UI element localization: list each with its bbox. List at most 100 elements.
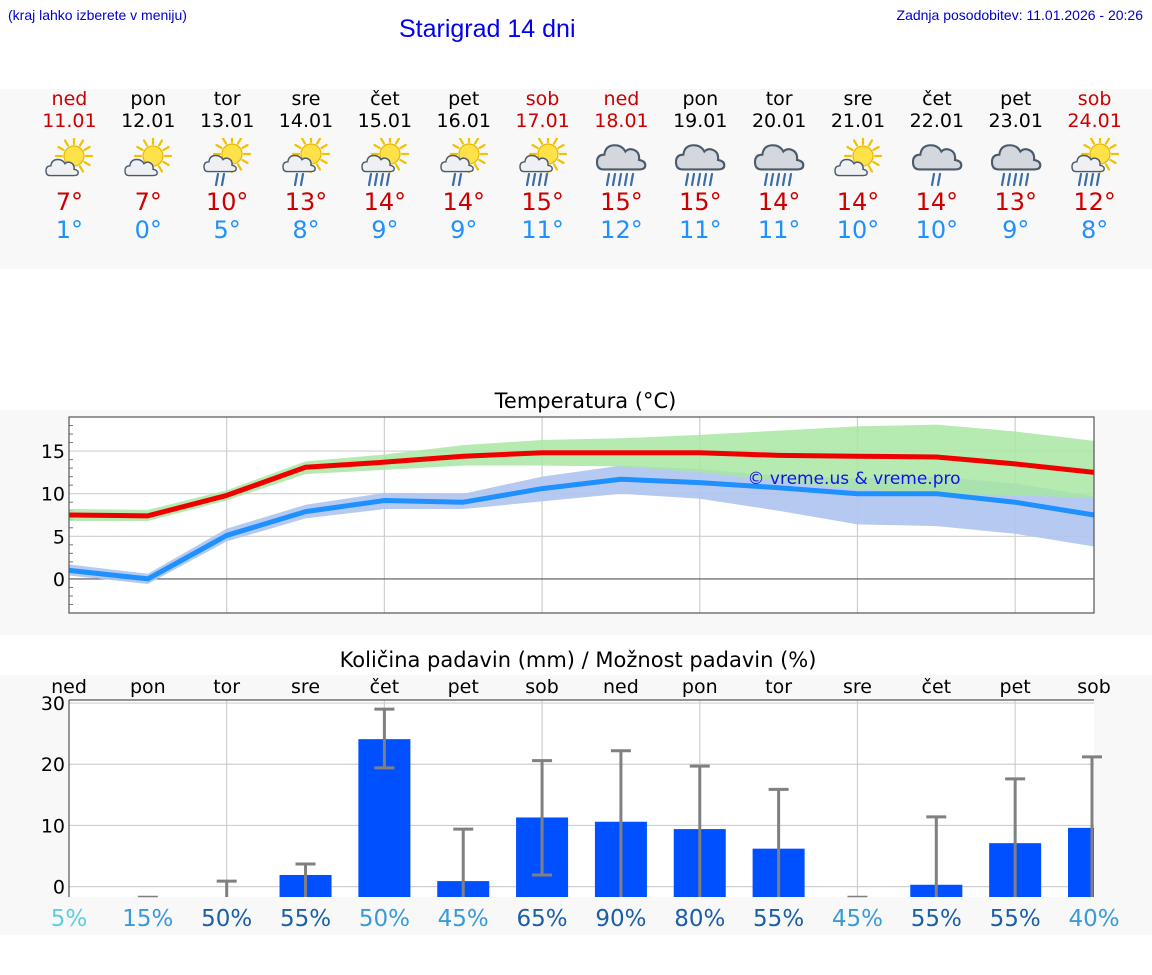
- day-column: ned 11.01 7° 1°: [30, 88, 109, 258]
- max-temperature-line: [68, 450, 1095, 519]
- day-column: sob 24.01 12° 8°: [1055, 88, 1134, 258]
- cloud-heavy-rain-icon: [675, 144, 726, 186]
- min-temperature: 12°: [600, 216, 643, 244]
- min-temperature: 10°: [836, 216, 880, 244]
- cloud-heavy-rain-icon: [990, 144, 1042, 186]
- last-updated: Zadnja posodobitev: 11.01.2026 - 20:26: [896, 7, 1143, 23]
- x-category-label: pon: [682, 676, 718, 698]
- x-category-label: pon: [130, 676, 166, 698]
- min-temperature-band: [69, 465, 1094, 585]
- cloud-icon: [45, 158, 80, 177]
- x-category-label: pet: [1000, 676, 1031, 698]
- cloud-icon: [990, 144, 1042, 171]
- temperature-chart: Temperatura (°C) 0 5 10 15 © vreme.us & vreme…: [41, 389, 1095, 614]
- max-temperature: 14°: [836, 188, 880, 216]
- x-category-label: tor: [213, 676, 240, 698]
- y-tick-label: 5: [53, 526, 65, 548]
- cloud-heavy-rain-icon: [596, 144, 647, 186]
- day-column: čet 15.01 14° 9°: [345, 88, 424, 258]
- day-name: tor: [213, 88, 241, 110]
- copyright-watermark: © vreme.us & vreme.pro: [747, 469, 960, 489]
- temperature-chart-title: Temperatura (°C): [494, 389, 677, 413]
- day-name: pon: [130, 88, 167, 110]
- sun-rain-icon: [203, 138, 252, 186]
- cloud-icon: [518, 154, 553, 173]
- cloud-icon: [440, 154, 474, 173]
- x-category-label: ned: [603, 676, 639, 698]
- day-column: tor 20.01 14° 11°: [740, 88, 819, 258]
- day-date: 19.01: [673, 110, 728, 132]
- precipitation-probability: 55%: [280, 906, 331, 932]
- precipitation-probability: 55%: [990, 906, 1041, 932]
- day-column: pon 12.01 7° 0°: [109, 88, 188, 258]
- rain-icon: [215, 172, 226, 186]
- day-date: 18.01: [594, 110, 649, 132]
- max-temperature: 14°: [442, 188, 485, 216]
- precipitation-bar: [1068, 827, 1094, 897]
- min-temperature: 9°: [1002, 216, 1030, 244]
- temperature-title-strip: [0, 367, 1152, 410]
- day-name: ned: [51, 88, 88, 110]
- day-name: sre: [291, 88, 321, 110]
- max-temperature: 15°: [521, 188, 564, 216]
- day-date: 17.01: [515, 110, 570, 132]
- sun-rain-icon: [440, 138, 488, 186]
- precipitation-probability: 45%: [832, 906, 883, 932]
- day-name: pet: [1000, 88, 1032, 110]
- day-date: 12.01: [121, 110, 176, 132]
- day-column: pet 16.01 14° 9°: [424, 88, 503, 258]
- rain-icon: [685, 172, 714, 186]
- max-temperature: 14°: [915, 188, 959, 216]
- precipitation-probability: 90%: [595, 906, 646, 932]
- max-temperature: 7°: [134, 188, 162, 216]
- partly-cloudy-icon: [834, 138, 883, 177]
- max-temperature: 12°: [1073, 188, 1116, 216]
- cloud-icon: [282, 154, 316, 173]
- x-category-label: pet: [448, 676, 479, 698]
- precipitation-probability: 65%: [517, 906, 568, 932]
- precipitation-probability: 5%: [51, 906, 88, 932]
- day-column: tor 13.01 10° 5°: [188, 88, 267, 258]
- day-name: ned: [603, 88, 640, 110]
- precipitation-chart: Količina padavin (mm) / Možnost padavin …: [41, 648, 1120, 932]
- min-temperature: 5°: [213, 216, 241, 244]
- day-date: 20.01: [751, 110, 807, 132]
- precipitation-probability: 80%: [674, 906, 725, 932]
- min-temperature: 11°: [679, 216, 722, 244]
- day-column: sre 14.01 13° 8°: [267, 88, 346, 258]
- page-title: Starigrad 14 dni: [399, 15, 576, 43]
- max-temperature: 14°: [363, 188, 407, 216]
- cloud-icon: [911, 144, 963, 171]
- precipitation-probability: 45%: [438, 906, 489, 932]
- rain-icon: [525, 172, 548, 186]
- cloud-icon: [834, 158, 868, 177]
- sun-heavy-rain-icon: [518, 138, 567, 186]
- max-temperature: 13°: [994, 188, 1038, 216]
- precipitation-probability: 40%: [1068, 906, 1119, 932]
- precipitation-probability: 50%: [201, 906, 252, 932]
- day-column: pon 19.01 15° 11°: [661, 88, 740, 258]
- x-category-label: čet: [922, 676, 952, 698]
- daily-forecast: ned 11.01 7° 1° pon 12.01 7° 0° tor 13.01 10° 5° sre…: [30, 88, 1134, 258]
- x-category-label: sob: [1077, 676, 1111, 698]
- day-date: 23.01: [988, 110, 1043, 132]
- sun-rain-icon: [282, 138, 331, 186]
- min-temperature: 11°: [521, 216, 564, 244]
- day-name: sob: [525, 88, 560, 110]
- min-temperature: 0°: [134, 216, 162, 244]
- cloud-heavy-rain-icon: [754, 144, 805, 186]
- plot-frame: [68, 416, 1095, 614]
- x-category-label: sre: [843, 676, 872, 698]
- rain-icon: [764, 172, 793, 186]
- min-temperature: 10°: [915, 216, 959, 244]
- cloud-rain-icon: [911, 144, 963, 186]
- min-temperature: 9°: [371, 216, 399, 244]
- cloud-icon: [124, 158, 159, 177]
- x-category-label: tor: [765, 676, 792, 698]
- y-tick-label: 15: [41, 441, 65, 463]
- y-tick-label: 0: [53, 877, 65, 899]
- cloud-icon: [596, 144, 647, 171]
- day-name: sob: [1077, 88, 1112, 110]
- day-name: pon: [682, 88, 719, 110]
- y-tick-label: 0: [53, 569, 65, 591]
